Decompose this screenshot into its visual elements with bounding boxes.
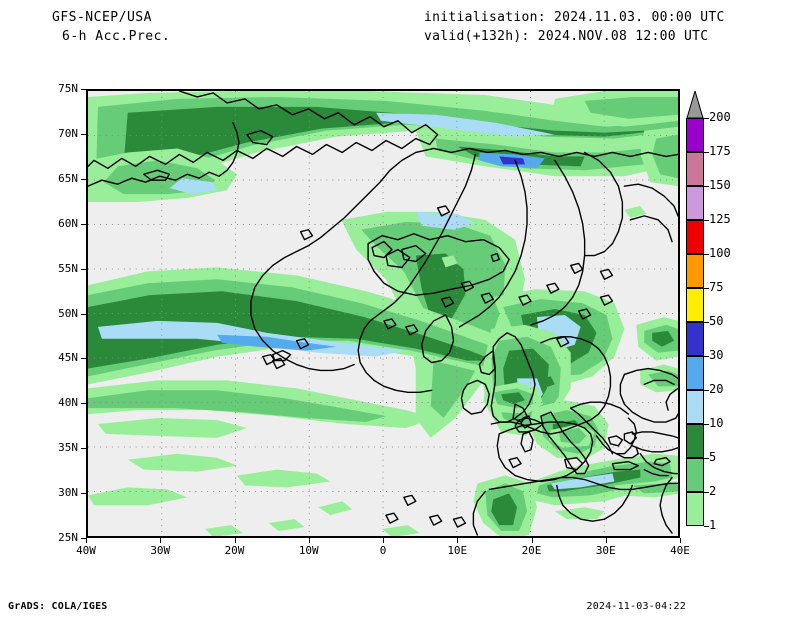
colorbar-label-1: 1 [709,518,717,532]
map-plot-area[interactable] [86,89,680,538]
colorbar-segment-6 [686,322,704,356]
x-tick [383,538,384,543]
colorbar-label-100: 100 [709,246,731,260]
y-tick-label-30n: 30N [58,486,78,500]
x-tick-label-0: 0 [379,544,387,557]
colorbar-segment-3 [686,220,704,254]
valid-time: valid(+132h): 2024.NOV.08 12:00 UTC [424,29,709,44]
x-tick-label-20w: 20W [224,544,245,557]
colorbar-label-20: 20 [709,382,724,396]
grads-credit: GrADS: COLA/IGES [8,601,108,612]
x-tick [160,538,162,543]
x-tick [605,538,607,543]
y-tick [81,538,86,539]
y-tick [81,89,86,90]
header-left: GFS-NCEP/USA 6-h Acc.Prec. [52,8,170,46]
x-tick [86,538,87,543]
colorbar-tick [704,254,709,255]
colorbar-label-30: 30 [709,348,724,362]
colorbar-tick [704,220,709,221]
y-tick [81,223,86,225]
x-tick [531,538,533,543]
y-tick [81,358,86,360]
y-tick-label-55n: 55N [58,261,78,275]
colorbar-tick [704,390,709,391]
y-tick [81,133,86,135]
colorbar-tick [704,458,709,459]
y-tick-label-65n: 65N [58,171,78,185]
x-tick-label-10e: 10E [447,544,468,557]
field-name: 6-h Acc.Prec. [62,29,171,44]
colorbar-tick [704,424,709,425]
colorbar-tick [704,526,709,527]
colorbar-tick [704,492,709,493]
colorbar-label-2: 2 [709,484,717,498]
x-tick-label-40e: 40E [670,544,690,557]
colorbar-tick [704,152,709,153]
colorbar-segment-5 [686,288,704,322]
y-tick-label-75n: 75N [58,82,78,95]
colorbar-segment-10 [686,458,704,492]
colorbar-label-175: 175 [709,144,731,158]
x-tick [680,538,681,543]
colorbar-segment-7 [686,356,704,390]
colorbar-label-50: 50 [709,314,724,328]
x-tick-label-40w: 40W [76,544,96,557]
y-tick [81,493,86,495]
colorbar-segment-8 [686,390,704,424]
colorbar-tick [704,186,709,187]
colorbar-label-10: 10 [709,416,724,430]
colorbar-tick [704,118,709,119]
y-tick-label-70n: 70N [58,126,78,140]
colorbar-segment-1 [686,152,704,186]
colorbar-overflow-arrow [686,91,704,119]
colorbar-label-125: 125 [709,212,731,226]
y-tick [81,313,86,315]
y-tick [81,403,86,405]
colorbar-tick [704,356,709,357]
colorbar-segment-0 [686,118,704,152]
x-tick [234,538,236,543]
render-timestamp: 2024-11-03-04:22 [586,601,686,612]
precip-shading [88,91,678,536]
header-right: initialisation: 2024.11.03. 00:00 UTC va… [424,8,725,46]
y-tick-label-60n: 60N [58,216,78,230]
colorbar-segment-2 [686,186,704,220]
x-tick-label-30e: 30E [595,544,616,557]
colorbar-segment-9 [686,424,704,458]
y-tick-label-45n: 45N [58,351,78,365]
initialisation-time: initialisation: 2024.11.03. 00:00 UTC [424,10,725,25]
colorbar-label-5: 5 [709,450,717,464]
colorbar-segment-11 [686,492,704,526]
colorbar-label-150: 150 [709,178,731,192]
y-tick-label-35n: 35N [58,441,78,455]
y-tick [81,448,86,450]
y-tick-label-50n: 50N [58,306,78,320]
colorbar-segment-4 [686,254,704,288]
precipitation-map [88,91,678,536]
y-tick [81,178,86,180]
colorbar[interactable] [686,118,704,526]
model-name: GFS-NCEP/USA [52,10,152,25]
y-tick [81,268,86,270]
x-tick-label-10w: 10W [298,544,319,557]
colorbar-label-75: 75 [709,280,724,294]
y-tick-label-25n: 25N [58,531,78,544]
x-tick [457,538,459,543]
colorbar-tick [704,322,709,323]
x-tick-label-20e: 20E [521,544,542,557]
x-tick [308,538,310,543]
x-tick-label-30w: 30W [150,544,171,557]
coastlines [88,91,678,536]
colorbar-label-200: 200 [709,110,731,124]
y-tick-label-40n: 40N [58,396,78,410]
colorbar-tick [704,288,709,289]
